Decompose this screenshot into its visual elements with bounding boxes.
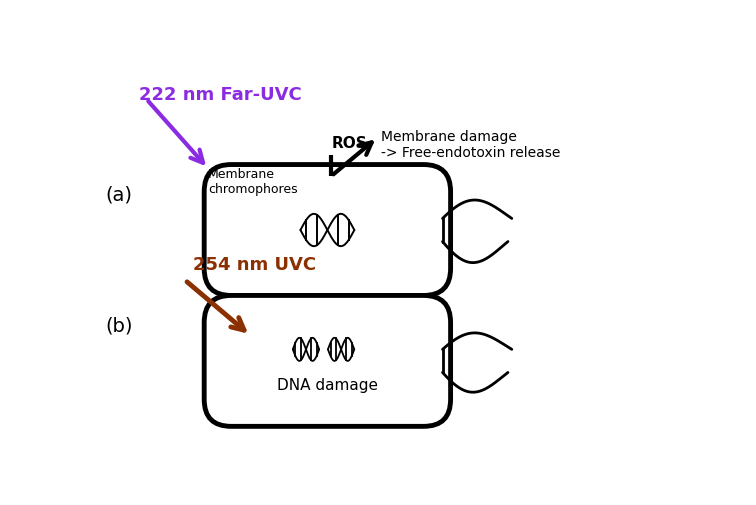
Text: 222 nm Far-UVC: 222 nm Far-UVC	[139, 86, 302, 104]
Text: (b): (b)	[106, 317, 133, 336]
Text: (a): (a)	[106, 186, 132, 205]
Text: ROS: ROS	[331, 136, 367, 150]
Text: Membrane
chromophores: Membrane chromophores	[208, 168, 298, 196]
Text: Membrane damage
-> Free-endotoxin release: Membrane damage -> Free-endotoxin releas…	[381, 130, 561, 160]
Text: DNA damage: DNA damage	[277, 378, 378, 393]
FancyBboxPatch shape	[204, 165, 451, 295]
FancyBboxPatch shape	[204, 295, 451, 426]
Text: 254 nm UVC: 254 nm UVC	[193, 256, 316, 274]
